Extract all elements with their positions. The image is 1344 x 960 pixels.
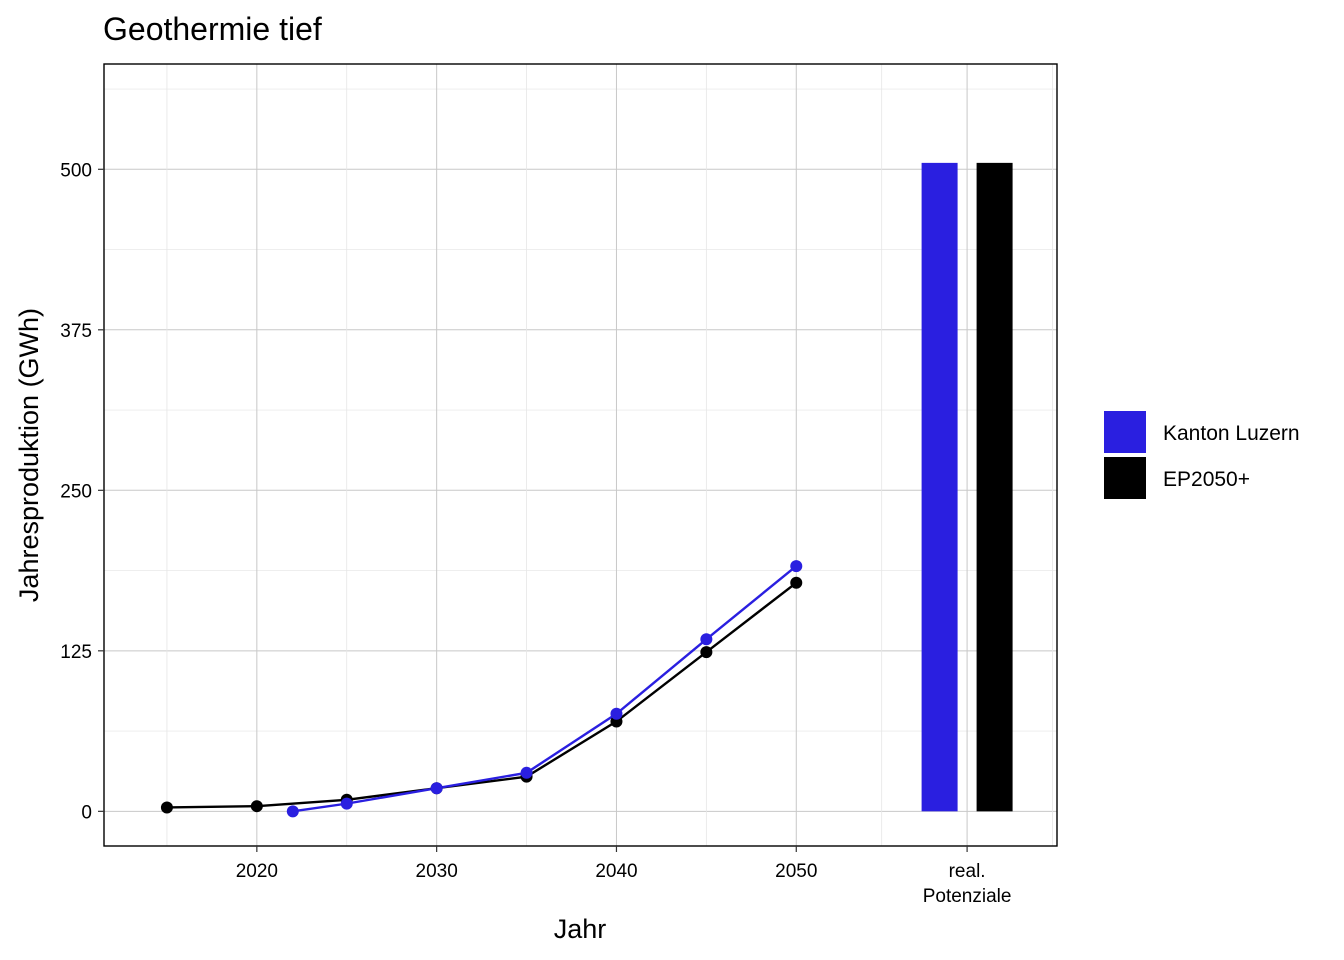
potential-bar-ep2050 [976,162,1013,812]
data-point-ep2050- [160,801,173,814]
x-tick-label-line: real. [949,861,986,882]
data-point-kanton-luzern [790,560,803,573]
data-point-kanton-luzern [430,782,443,795]
data-point-ep2050- [700,646,713,659]
series-points [160,560,803,818]
data-point-ep2050- [250,800,263,813]
x-axis-ticks: 2020 2030 2040 2050 real. Potenziale [236,846,1012,907]
y-tick-label: 125 [60,642,92,663]
legend: Kanton Luzern EP2050+ [1104,411,1300,499]
y-axis-ticks: 0 125 250 375 500 [60,160,104,823]
x-tick-label: 2040 [595,861,637,882]
y-tick-label: 500 [60,160,92,181]
data-point-kanton-luzern [286,805,299,818]
x-tick-label: 2030 [416,861,458,882]
x-axis-title: Jahr [554,914,607,944]
grid-lines [104,64,1057,846]
potential-bar-kanton-luzern [921,162,958,812]
data-point-ep2050- [790,576,803,589]
data-point-kanton-luzern [520,766,533,779]
legend-key-kanton-luzern [1104,411,1146,453]
data-point-kanton-luzern [340,797,353,810]
legend-key-ep2050- [1104,457,1146,499]
y-tick-label: 250 [60,481,92,502]
y-tick-label: 0 [81,802,92,823]
y-tick-label: 375 [60,321,92,342]
data-point-kanton-luzern [700,633,713,646]
data-point-kanton-luzern [610,707,623,720]
x-tick-label: 2050 [775,861,817,882]
x-tick-label-line: Potenziale [923,886,1012,907]
potential-bars [921,162,1013,812]
plot-border [103,63,1058,847]
chart-title: Geothermie tief [103,11,322,47]
y-axis-title: Jahresproduktion (GWh) [14,308,44,602]
legend-label-ep2050-: EP2050+ [1163,468,1250,491]
legend-label-kanton-luzern: Kanton Luzern [1163,422,1300,445]
x-tick-label: 2020 [236,861,278,882]
series-line-ep2050- [166,581,798,809]
plot-panel [104,64,1057,846]
x-tick-label-potenziale: real. Potenziale [923,861,1012,907]
